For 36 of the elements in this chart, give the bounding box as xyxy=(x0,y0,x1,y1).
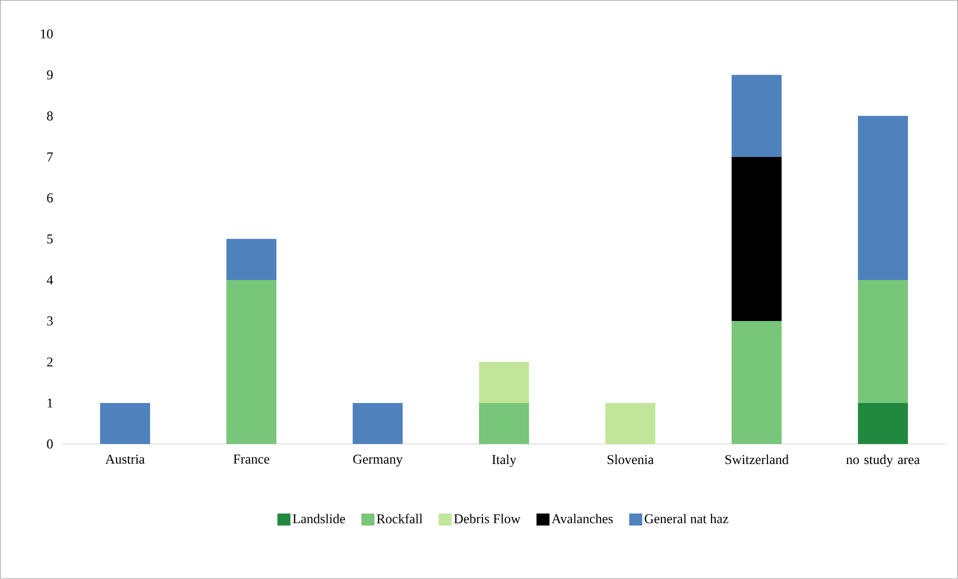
bar xyxy=(352,403,403,444)
bar xyxy=(732,156,782,321)
y-tick-label: 7 xyxy=(47,152,53,162)
bar xyxy=(858,280,908,404)
x-tick-label: France xyxy=(233,454,270,464)
x-tick-label: Slovenia xyxy=(608,454,654,464)
y-tick-label: 10 xyxy=(40,29,53,38)
x-tick-label: no study area xyxy=(846,454,920,467)
y-tick-label: 1 xyxy=(48,398,52,408)
bar xyxy=(732,321,782,444)
bar xyxy=(479,362,530,404)
bar xyxy=(605,403,656,444)
y-tick-label: 9 xyxy=(46,70,53,80)
y-tick-label: 6 xyxy=(47,193,53,202)
legend-label: Rockfall xyxy=(376,514,422,524)
bar xyxy=(226,238,276,280)
y-tick-label: 8 xyxy=(47,111,53,120)
legend-label: Avalanches xyxy=(552,514,613,524)
x-tick-label: Switzerland xyxy=(725,454,789,464)
y-tick-label: 3 xyxy=(47,316,53,326)
x-tick-label: Germany xyxy=(353,454,403,467)
bar xyxy=(100,403,150,444)
legend-label: Debris Flow xyxy=(454,514,521,524)
bar xyxy=(479,403,530,444)
y-tick-label: 2 xyxy=(47,358,52,366)
x-tick-label: Italy xyxy=(492,454,516,467)
bar xyxy=(226,280,276,444)
y-tick-label: 4 xyxy=(46,276,54,284)
y-tick-label: 5 xyxy=(47,234,53,244)
legend-label: General nat haz xyxy=(644,514,728,524)
bar xyxy=(858,116,908,280)
y-tick-label: 0 xyxy=(47,439,53,449)
bar xyxy=(858,403,908,444)
x-tick-label: Austria xyxy=(105,454,145,464)
legend-label: Landslide xyxy=(292,514,346,524)
bar xyxy=(732,74,782,157)
